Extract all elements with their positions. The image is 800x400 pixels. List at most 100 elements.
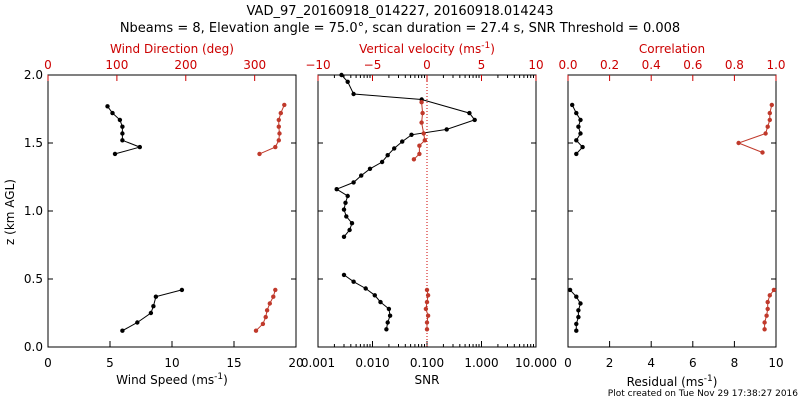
- data-point-red: [421, 131, 426, 136]
- data-point-black: [574, 138, 579, 143]
- data-point-black: [343, 200, 348, 205]
- panel-snr: 0.001 0.010 0.100 1.000 10.000 −10 −5 0 5 10 SNR…: [301, 41, 557, 387]
- x-bottom-tick-label: 8: [731, 356, 739, 370]
- panel-snr-x-bottom-ticks: 0.001 0.010 0.100 1.000 10.000: [301, 74, 557, 370]
- data-point-red: [769, 102, 774, 108]
- data-point-black: [387, 313, 393, 318]
- y-tick-label: 1.0: [24, 204, 43, 218]
- data-point-red: [273, 287, 278, 293]
- data-point-black: [444, 127, 449, 132]
- data-point-red: [260, 321, 266, 327]
- panel-wind-x-top-label: Wind Direction (deg): [110, 42, 234, 56]
- data-point-red: [736, 140, 741, 146]
- x-bottom-tick-label: 2: [606, 356, 614, 370]
- data-point-black: [379, 159, 385, 165]
- data-point-red: [267, 301, 272, 306]
- data-point-black: [578, 131, 583, 136]
- data-point-red: [276, 117, 281, 123]
- data-point-red: [424, 287, 430, 293]
- data-point-black: [578, 117, 583, 123]
- data-point-red: [767, 110, 772, 116]
- data-point-black: [349, 221, 355, 226]
- data-point-black: [574, 294, 579, 299]
- data-point-black: [400, 139, 405, 144]
- data-point-black: [372, 293, 377, 298]
- data-point-black: [359, 173, 364, 178]
- data-point-red: [422, 138, 427, 143]
- data-point-black: [574, 151, 579, 157]
- y-tick-label: 0.0: [24, 340, 43, 354]
- data-point-black: [345, 79, 350, 85]
- x-bottom-tick-label: 1.000: [464, 356, 498, 370]
- x-bottom-tick-label: 20: [288, 356, 303, 370]
- x-bottom-tick-label: 10.000: [515, 356, 557, 370]
- panel-residual-frame: [567, 74, 777, 348]
- data-point-red: [411, 157, 417, 162]
- x-bottom-tick-label: 4: [647, 356, 655, 370]
- data-point-black: [334, 187, 339, 192]
- x-bottom-tick-label: 0: [44, 356, 52, 370]
- data-point-red: [264, 308, 270, 313]
- data-point-black: [148, 310, 154, 316]
- data-point-black: [117, 117, 123, 123]
- x-top-tick-label: 0.4: [642, 58, 661, 72]
- panel-wind-y-ticks: 0.0 0.5 1.0 1.5 2.0: [24, 68, 296, 354]
- panel-residual-x-top-ticks: 0.0 0.2 0.4 0.6 0.8 1.0: [558, 58, 786, 81]
- data-point-red: [282, 102, 287, 108]
- series-line-black: [335, 74, 476, 238]
- y-tick-label: 1.5: [24, 136, 43, 150]
- x-bottom-tick-label: 10: [164, 356, 179, 370]
- data-point-red: [417, 151, 422, 157]
- panel-residual-x-bottom-ticks: 0 2 4 6 8 10: [564, 74, 784, 370]
- y-tick-label: 2.0: [24, 68, 43, 82]
- series-line-black: [122, 289, 183, 332]
- data-point-red: [423, 306, 429, 312]
- plot-created-note: Plot created on Tue Nov 29 17:38:27 2016: [608, 389, 798, 399]
- x-top-tick-label: 1.0: [766, 58, 785, 72]
- data-point-black: [105, 104, 110, 109]
- data-point-black: [385, 320, 390, 325]
- data-point-black: [341, 234, 347, 239]
- panel-wind-x-bottom-label: Wind Speed (ms-1): [116, 372, 228, 387]
- data-point-black: [367, 166, 373, 171]
- x-top-tick-label: 0.8: [725, 58, 744, 72]
- data-point-red: [424, 320, 430, 325]
- data-point-black: [341, 272, 347, 278]
- data-point-black: [120, 124, 125, 129]
- data-point-red: [417, 143, 422, 148]
- x-top-tick-label: −10: [305, 58, 330, 72]
- data-point-red: [765, 124, 770, 129]
- x-top-tick-label: 0: [44, 58, 52, 72]
- x-top-tick-label: 0.0: [558, 58, 577, 72]
- data-point-red: [765, 306, 770, 312]
- panel-wind-x-top-ticks: 0 100 200 300: [44, 58, 266, 81]
- panel-snr-series: [334, 72, 477, 332]
- x-bottom-tick-label: 0.100: [410, 356, 444, 370]
- data-point-red: [765, 299, 770, 305]
- series-line-black: [343, 274, 391, 330]
- data-point-red: [771, 287, 777, 293]
- data-point-black: [347, 227, 352, 233]
- data-point-black: [120, 138, 125, 143]
- panel-residual-x-top-label: Correlation: [639, 42, 705, 56]
- data-point-black: [409, 132, 414, 137]
- x-top-tick-label: 200: [174, 58, 197, 72]
- data-point-black: [576, 308, 581, 313]
- x-bottom-tick-label: 0: [564, 356, 572, 370]
- data-point-black: [137, 144, 142, 150]
- data-point-red: [420, 110, 425, 116]
- x-top-tick-label: 10: [528, 58, 543, 72]
- panel-wind: 0.0 0.5 1.0 1.5 2.0 0 5 10 15 20 0 100 200 300 Wind…: [24, 42, 304, 387]
- panel-snr-x-bottom-label: SNR: [415, 373, 440, 387]
- x-bottom-tick-label: 0.001: [301, 356, 335, 370]
- x-top-tick-label: 5: [478, 58, 486, 72]
- data-point-red: [263, 314, 268, 320]
- data-point-black: [345, 193, 350, 199]
- figure-title: VAD_97_20160918_014227, 20160918.014243: [247, 4, 554, 19]
- data-point-black: [385, 153, 390, 158]
- data-point-black: [578, 301, 583, 306]
- figure-subtitle: Nbeams = 8, Elevation angle = 75.0°, sca…: [120, 21, 680, 36]
- data-point-black: [574, 328, 579, 333]
- data-point-black: [135, 320, 140, 325]
